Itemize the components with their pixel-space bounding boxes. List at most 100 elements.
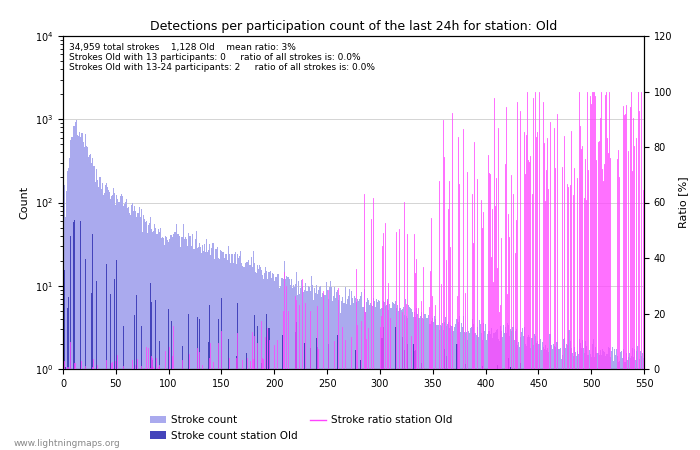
Bar [120, 194, 122, 450]
Bar [114, 279, 116, 450]
Bar [432, 318, 433, 450]
Bar [566, 344, 568, 450]
Bar [150, 217, 151, 450]
Bar [249, 369, 251, 450]
Bar [430, 324, 431, 450]
Bar [492, 369, 493, 450]
Bar [106, 184, 107, 450]
Bar [145, 222, 146, 450]
Bar [165, 236, 166, 450]
Bar [520, 337, 521, 450]
Bar [361, 292, 363, 450]
Bar [155, 228, 157, 450]
Bar [477, 337, 479, 450]
Bar [112, 195, 113, 450]
Bar [547, 348, 548, 450]
Bar [122, 326, 124, 450]
Bar [557, 342, 558, 450]
Bar [446, 356, 447, 450]
Bar [217, 247, 218, 450]
Bar [249, 265, 251, 450]
Bar [218, 319, 219, 450]
Bar [351, 369, 352, 450]
Bar [336, 292, 337, 450]
Bar [66, 308, 68, 450]
Bar [485, 324, 486, 450]
Bar [504, 333, 505, 450]
Bar [64, 217, 66, 450]
Bar [221, 252, 222, 450]
Bar [510, 329, 512, 450]
Bar [466, 369, 467, 450]
Bar [580, 343, 581, 450]
Bar [327, 290, 328, 450]
Bar [275, 278, 276, 450]
Bar [528, 369, 529, 450]
Bar [500, 326, 501, 450]
Bar [219, 259, 220, 450]
Bar [111, 196, 112, 450]
Bar [230, 263, 232, 450]
Bar [151, 229, 153, 450]
Bar [297, 295, 298, 450]
Bar [147, 234, 148, 450]
Bar [436, 325, 438, 450]
Bar [348, 296, 349, 450]
Bar [318, 290, 319, 450]
Bar [488, 369, 489, 450]
Bar [145, 369, 146, 450]
Bar [209, 244, 211, 450]
Bar [456, 344, 458, 450]
Bar [147, 369, 148, 450]
Bar [294, 287, 295, 450]
Bar [240, 251, 241, 450]
Bar [488, 331, 489, 450]
Bar [387, 299, 388, 450]
Bar [595, 347, 596, 450]
Bar [390, 369, 391, 450]
Bar [454, 327, 456, 450]
Bar [253, 263, 255, 450]
Bar [159, 341, 160, 450]
Bar [158, 229, 159, 450]
Bar [317, 347, 318, 450]
Bar [322, 292, 323, 450]
Bar [593, 369, 594, 450]
Bar [640, 369, 641, 450]
Bar [132, 202, 133, 450]
Bar [190, 236, 191, 450]
Bar [323, 294, 324, 450]
Bar [335, 297, 336, 450]
Bar [342, 297, 344, 450]
Bar [410, 308, 411, 450]
Bar [480, 324, 481, 450]
Bar [544, 349, 545, 450]
Bar [71, 137, 72, 450]
Bar [388, 310, 389, 450]
Bar [114, 193, 116, 450]
Bar [236, 356, 237, 450]
Bar [429, 324, 430, 450]
Bar [370, 303, 371, 450]
Bar [559, 349, 560, 450]
Bar [101, 189, 102, 450]
Bar [368, 369, 369, 450]
Bar [355, 297, 356, 450]
Bar [246, 261, 247, 450]
Bar [290, 279, 292, 450]
Bar [469, 333, 470, 450]
Bar [426, 318, 427, 450]
Bar [594, 369, 595, 450]
Bar [496, 364, 498, 450]
Bar [304, 342, 305, 450]
Bar [307, 286, 309, 450]
Bar [391, 308, 392, 450]
Bar [494, 332, 496, 450]
Bar [528, 335, 529, 450]
Bar [389, 304, 390, 450]
Bar [520, 363, 521, 450]
Bar [309, 291, 311, 450]
Bar [332, 302, 333, 450]
Bar [107, 187, 108, 450]
Bar [604, 352, 606, 450]
